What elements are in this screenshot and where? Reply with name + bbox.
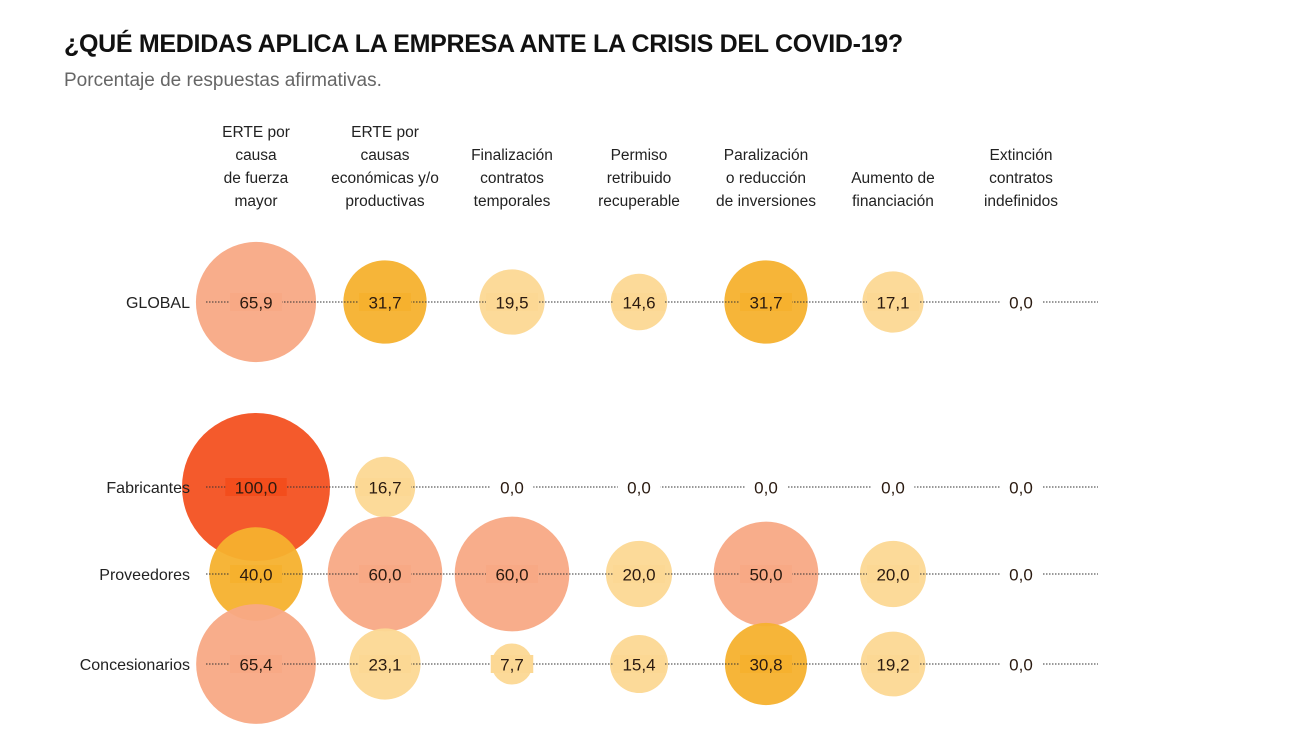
- value-label-bg: [999, 478, 1043, 496]
- row-label: Concesionarios: [80, 657, 190, 674]
- value-label: 19,2: [876, 656, 909, 675]
- column-header: Extinción contratos indefinidos: [984, 147, 1058, 210]
- column-header: Finalización contratos temporales: [471, 147, 553, 210]
- value-label: 100,0: [235, 479, 278, 498]
- value-label-bg: [359, 293, 411, 311]
- value-label: 20,0: [622, 566, 655, 585]
- value-label: 0,0: [1009, 294, 1033, 313]
- value-label: 19,5: [495, 294, 528, 313]
- value-label: 60,0: [495, 566, 528, 585]
- chart-subtitle: Porcentaje de respuestas afirmativas.: [64, 70, 382, 91]
- value-label: 30,8: [749, 656, 782, 675]
- value-label-bg: [740, 565, 792, 583]
- column-header-line: temporales: [474, 193, 551, 210]
- column-header: ERTE por causa de fuerza mayor: [222, 124, 290, 210]
- value-label: 0,0: [1009, 479, 1033, 498]
- value-label: 0,0: [500, 479, 524, 498]
- column-header: ERTE por causas económicas y/o productivas: [331, 124, 439, 210]
- column-header-line: productivas: [345, 193, 425, 210]
- column-header-line: contratos: [989, 170, 1053, 187]
- chart-title: ¿QUÉ MEDIDAS APLICA LA EMPRESA ANTE LA C…: [64, 30, 903, 58]
- value-label-bg: [613, 565, 665, 583]
- value-label: 0,0: [754, 479, 778, 498]
- column-header-line: contratos: [480, 170, 544, 187]
- column-header-line: Finalización: [471, 147, 553, 164]
- column-header-line: Permiso: [611, 147, 668, 164]
- value-label-bg: [230, 655, 282, 673]
- value-label: 15,4: [622, 656, 655, 675]
- value-label: 23,1: [368, 656, 401, 675]
- row-label: Proveedores: [99, 567, 190, 584]
- value-label-bg: [613, 293, 665, 311]
- value-label: 31,7: [749, 294, 782, 313]
- value-label-bg: [230, 293, 282, 311]
- value-label: 65,9: [239, 294, 272, 313]
- value-label-bg: [617, 478, 661, 496]
- value-label-bg: [490, 478, 534, 496]
- value-label-bg: [744, 478, 788, 496]
- value-label: 14,6: [622, 294, 655, 313]
- column-header-line: Paralización: [724, 147, 808, 164]
- value-label-bg: [867, 655, 919, 673]
- column-header-line: Extinción: [990, 147, 1053, 164]
- value-label-bg: [486, 293, 538, 311]
- value-label-bg: [359, 655, 411, 673]
- value-label-bg: [225, 478, 287, 496]
- value-label-bg: [359, 565, 411, 583]
- value-label-bg: [871, 478, 915, 496]
- column-header-line: causa: [235, 147, 277, 164]
- value-label: 65,4: [239, 656, 272, 675]
- value-label: 0,0: [1009, 656, 1033, 675]
- value-label: 60,0: [368, 566, 401, 585]
- column-header-line: económicas y/o: [331, 170, 439, 187]
- value-label: 16,7: [368, 479, 401, 498]
- value-label: 31,7: [368, 294, 401, 313]
- row-label: GLOBAL: [126, 295, 190, 312]
- value-label-bg: [740, 293, 792, 311]
- value-label-bg: [490, 655, 534, 673]
- column-header-line: financiación: [852, 193, 934, 210]
- value-label-bg: [867, 293, 919, 311]
- column-header-line: indefinidos: [984, 193, 1058, 210]
- value-label-bg: [740, 655, 792, 673]
- value-label-bg: [359, 478, 411, 496]
- column-header-line: retribuido: [607, 170, 672, 187]
- column-header-line: causas: [360, 147, 409, 164]
- column-header: Aumento de financiación: [851, 170, 935, 210]
- value-label-bg: [999, 293, 1043, 311]
- value-label-bg: [867, 565, 919, 583]
- value-label-bg: [230, 565, 282, 583]
- value-label: 20,0: [876, 566, 909, 585]
- column-header-line: o reducción: [726, 170, 806, 187]
- column-header-line: de fuerza: [224, 170, 289, 187]
- column-header-line: ERTE por: [222, 124, 290, 141]
- value-label: 50,0: [749, 566, 782, 585]
- column-header: Permiso retribuido recuperable: [598, 147, 680, 210]
- value-label: 0,0: [1009, 566, 1033, 585]
- column-header: Paralización o reducción de inversiones: [716, 147, 816, 210]
- value-label: 17,1: [876, 294, 909, 313]
- column-header-line: Aumento de: [851, 170, 935, 187]
- value-label: 7,7: [500, 656, 524, 675]
- row-label: Fabricantes: [106, 480, 190, 497]
- value-label-bg: [486, 565, 538, 583]
- value-label: 40,0: [239, 566, 272, 585]
- value-label-bg: [999, 655, 1043, 673]
- column-header-line: mayor: [234, 193, 277, 210]
- value-label: 0,0: [881, 479, 905, 498]
- column-header-line: ERTE por: [351, 124, 419, 141]
- column-header-line: de inversiones: [716, 193, 816, 210]
- value-label-bg: [999, 565, 1043, 583]
- value-label: 0,0: [627, 479, 651, 498]
- column-header-line: recuperable: [598, 193, 680, 210]
- value-label-bg: [613, 655, 665, 673]
